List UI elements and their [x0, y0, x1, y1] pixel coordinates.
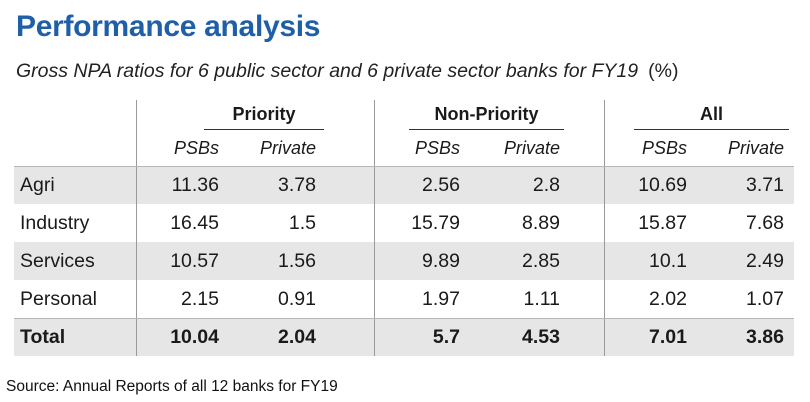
header-divider	[14, 166, 794, 167]
unit-label: (%)	[648, 60, 679, 82]
subtitle-text: Gross NPA ratios for 6 public sector and…	[16, 60, 639, 82]
table-cell: 1.5	[288, 212, 316, 234]
sub-column-header: PSBs	[173, 138, 219, 158]
row-label: Services	[20, 250, 95, 272]
table-cell: 2.49	[746, 250, 784, 272]
row-label: Industry	[20, 212, 90, 234]
table-cell: 9.89	[422, 250, 460, 272]
table-row: Services 10.57 1.56 9.89 2.85 10.1 2.49	[14, 242, 794, 280]
table-cell: 3.78	[278, 174, 316, 196]
table-cell: 10.57	[170, 250, 219, 272]
row-label: Total	[20, 326, 66, 348]
page-title: Performance analysis	[16, 10, 321, 43]
table-cell: 1.07	[746, 288, 784, 310]
sub-column-header: Private	[727, 138, 784, 158]
table-cell: 15.87	[638, 212, 687, 234]
table-cell: 10.1	[649, 250, 687, 272]
table-cell: 7.68	[746, 212, 784, 234]
table-cell: 2.8	[532, 174, 560, 196]
table-cell: 11.36	[171, 174, 219, 196]
source-note: Source: Annual Reports of all 12 banks f…	[6, 378, 338, 395]
table-cell: 2.02	[649, 288, 687, 310]
column-group-non-priority: Non-Priority	[409, 104, 564, 130]
table-cell: 10.69	[638, 174, 687, 196]
table-row: Total 10.04 2.04 5.7 4.53 7.01 3.86	[14, 318, 794, 356]
column-divider	[136, 100, 137, 356]
table-row: Personal 2.15 0.91 1.97 1.11 2.02 1.07	[14, 280, 794, 318]
table-cell: 0.91	[278, 288, 316, 310]
table-cell: 5.7	[432, 326, 460, 348]
row-label: Personal	[20, 288, 97, 310]
table-cell: 10.04	[170, 326, 219, 348]
column-group-all: All	[634, 104, 789, 130]
column-group-row: Priority Non-Priority All	[14, 100, 794, 132]
table-cell: 2.04	[278, 326, 316, 348]
table-cell: 2.15	[181, 288, 219, 310]
table-cell: 15.79	[411, 212, 460, 234]
table-cell: 1.56	[278, 250, 316, 272]
table-cell: 4.53	[522, 326, 560, 348]
npa-table: Priority Non-Priority All PSBs Private PSBs Pr…	[14, 100, 794, 356]
sub-column-header: Private	[503, 138, 560, 158]
column-divider	[374, 100, 375, 356]
subtitle: Gross NPA ratios for 6 public sector and…	[16, 60, 678, 83]
total-divider	[14, 318, 794, 319]
sub-column-header: PSBs	[414, 138, 460, 158]
table-cell: 3.86	[746, 326, 784, 348]
table-row: Industry 16.45 1.5 15.79 8.89 15.87 7.68	[14, 204, 794, 242]
table-cell: 7.01	[649, 326, 687, 348]
table-cell: 16.45	[170, 212, 219, 234]
table-cell: 8.89	[522, 212, 560, 234]
table-cell: 1.97	[422, 288, 460, 310]
table-row: Agri 11.36 3.78 2.56 2.8 10.69 3.71	[14, 166, 794, 204]
table-cell: 2.85	[522, 250, 560, 272]
row-label: Agri	[20, 174, 55, 196]
column-group-priority: Priority	[204, 104, 324, 130]
column-divider	[604, 100, 605, 356]
table-cell: 2.56	[422, 174, 460, 196]
table-cell: 1.11	[523, 288, 560, 310]
sub-column-header: PSBs	[641, 138, 687, 158]
sub-column-header: Private	[259, 138, 316, 158]
sub-column-row: PSBs Private PSBs Private PSBs Private	[14, 132, 794, 166]
table-cell: 3.71	[746, 174, 784, 196]
